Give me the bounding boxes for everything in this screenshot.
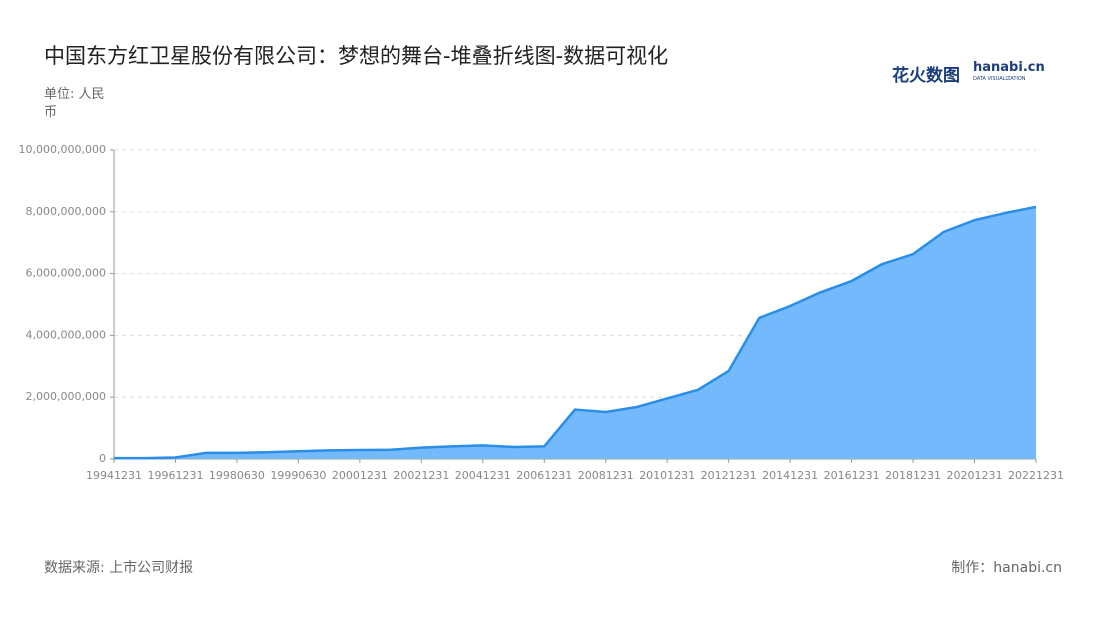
x-tick-label: 20141231 (762, 469, 818, 482)
x-tick-label: 20101231 (639, 469, 695, 482)
x-tick-label: 19961231 (147, 469, 203, 482)
x-tick-label: 20221231 (1008, 469, 1064, 482)
logo-name: 花火数图 (892, 66, 960, 86)
y-tick-label: 6,000,000,000 (26, 267, 106, 280)
x-tick-label: 20201231 (947, 469, 1003, 482)
x-tick-label: 19990630 (270, 469, 326, 482)
x-tick-label: 20081231 (578, 469, 634, 482)
logo-site: hanabi.cn (973, 60, 1045, 75)
y-tick-label: 2,000,000,000 (26, 390, 106, 403)
x-tick-label: 19941231 (86, 469, 142, 482)
area (114, 206, 1036, 459)
x-tick-label: 19980630 (209, 469, 265, 482)
credit: 制作：hanabi.cn (951, 560, 1062, 576)
logo-tagline: DATA VISUALIZATION (973, 76, 1026, 82)
x-tick-label: 20021231 (393, 469, 449, 482)
unit-label: 单位: 人民币 (44, 87, 105, 120)
x-tick-label: 20181231 (885, 469, 941, 482)
x-tick-label: 20161231 (824, 469, 880, 482)
line (114, 205, 1037, 460)
y-tick-label: 8,000,000,000 (26, 205, 106, 218)
x-tick-label: 20001231 (332, 469, 388, 482)
y-tick-label: 4,000,000,000 (26, 328, 106, 341)
x-tick-label: 20061231 (516, 469, 572, 482)
x-tick-label: 20121231 (701, 469, 757, 482)
x-tick-label: 20041231 (455, 469, 511, 482)
chart-title: 中国东方红卫星股份有限公司：梦想的舞台-堆叠折线图-数据可视化 (44, 44, 669, 68)
y-tick-label: 0 (99, 452, 106, 465)
y-tick-label: 10,000,000,000 (19, 143, 106, 156)
source: 数据来源: 上市公司财报 (44, 560, 194, 576)
